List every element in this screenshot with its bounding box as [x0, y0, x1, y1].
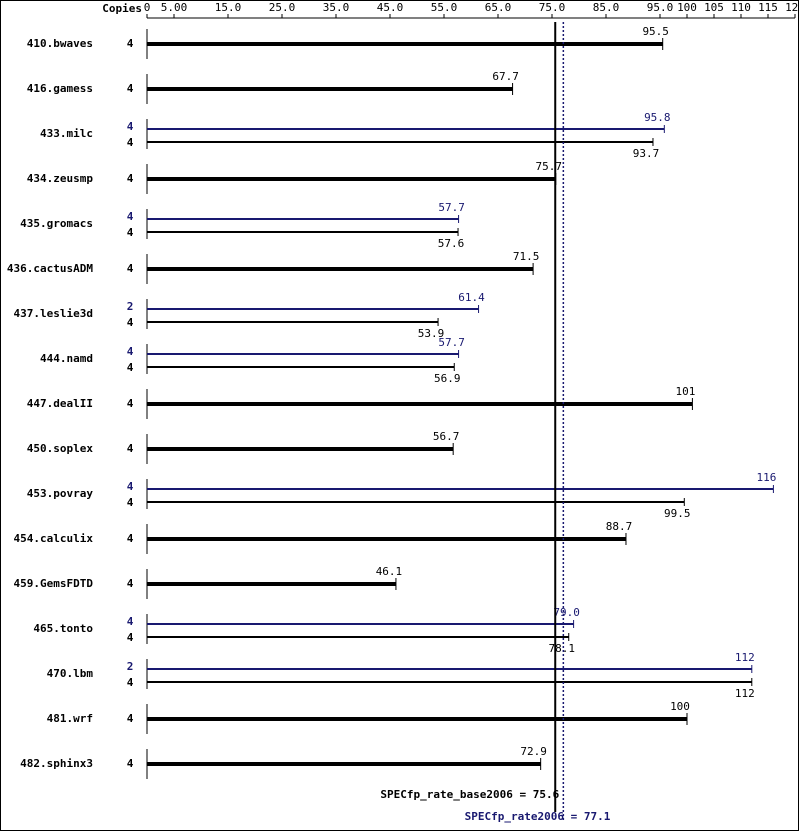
copies-label: 4	[127, 631, 134, 644]
copies-label: 4	[127, 316, 134, 329]
benchmark-label: 450.soplex	[27, 442, 94, 455]
value-label: 61.4	[458, 291, 485, 304]
benchmark-label: 437.leslie3d	[14, 307, 93, 320]
x-tick-label: 45.0	[377, 1, 404, 14]
x-tick-label: 55.0	[431, 1, 458, 14]
benchmark-label: 416.gamess	[27, 82, 93, 95]
benchmark-label: 482.sphinx3	[20, 757, 93, 770]
value-label: 93.7	[633, 147, 660, 160]
x-tick-label: 25.0	[269, 1, 296, 14]
copies-label: 4	[127, 676, 134, 689]
copies-label: 4	[127, 226, 134, 239]
value-label: 100	[670, 700, 690, 713]
value-label: 99.5	[664, 507, 691, 520]
benchmark-label: 454.calculix	[14, 532, 94, 545]
copies-label: 4	[127, 757, 134, 770]
x-tick-label: 100	[677, 1, 697, 14]
x-tick-label: 105	[704, 1, 724, 14]
x-tick-label: 110	[731, 1, 751, 14]
value-label: 112	[735, 651, 755, 664]
axis-label: Copies	[102, 2, 142, 15]
benchmark-label: 410.bwaves	[27, 37, 93, 50]
x-tick-label: 5.00	[161, 1, 188, 14]
copies-label: 2	[127, 660, 134, 673]
x-tick-label: 35.0	[323, 1, 350, 14]
copies-label: 4	[127, 82, 134, 95]
value-label: 79.0	[553, 606, 580, 619]
x-tick-label: 95.0	[647, 1, 674, 14]
value-label: 75.7	[536, 160, 563, 173]
copies-label: 4	[127, 397, 134, 410]
summary-label: SPECfp_rate2006 = 77.1	[465, 810, 611, 823]
benchmark-label: 465.tonto	[33, 622, 93, 635]
value-label: 78.1	[548, 642, 575, 655]
value-label: 95.8	[644, 111, 671, 124]
benchmark-label: 447.dealII	[27, 397, 93, 410]
x-tick-label: 115	[758, 1, 778, 14]
benchmark-label: 436.cactusADM	[7, 262, 93, 275]
value-label: 57.6	[438, 237, 465, 250]
value-label: 88.7	[606, 520, 633, 533]
x-tick-label: 75.0	[539, 1, 566, 14]
value-label: 56.7	[433, 430, 460, 443]
value-label: 116	[756, 471, 776, 484]
x-tick-label: 15.0	[215, 1, 242, 14]
copies-label: 4	[127, 480, 134, 493]
copies-label: 4	[127, 120, 134, 133]
copies-label: 4	[127, 136, 134, 149]
benchmark-label: 434.zeusmp	[27, 172, 94, 185]
benchmark-label: 444.namd	[40, 352, 93, 365]
copies-label: 4	[127, 345, 134, 358]
copies-label: 4	[127, 210, 134, 223]
x-tick-label: 120	[785, 1, 799, 14]
value-label: 57.7	[438, 201, 465, 214]
value-label: 56.9	[434, 372, 461, 385]
benchmark-label: 453.povray	[27, 487, 94, 500]
benchmark-label: 435.gromacs	[20, 217, 93, 230]
value-label: 67.7	[492, 70, 519, 83]
x-tick-label: 0	[144, 1, 151, 14]
benchmark-label: 470.lbm	[47, 667, 94, 680]
x-tick-label: 85.0	[593, 1, 620, 14]
copies-label: 4	[127, 532, 134, 545]
copies-label: 4	[127, 262, 134, 275]
value-label: 95.5	[642, 25, 669, 38]
value-label: 53.9	[418, 327, 445, 340]
value-label: 46.1	[376, 565, 403, 578]
copies-label: 4	[127, 577, 134, 590]
copies-label: 2	[127, 300, 134, 313]
benchmark-label: 433.milc	[40, 127, 93, 140]
copies-label: 4	[127, 442, 134, 455]
copies-label: 4	[127, 172, 134, 185]
value-label: 112	[735, 687, 755, 700]
value-label: 57.7	[438, 336, 465, 349]
value-label: 72.9	[520, 745, 547, 758]
x-tick-label: 65.0	[485, 1, 512, 14]
benchmark-label: 459.GemsFDTD	[14, 577, 94, 590]
copies-label: 4	[127, 361, 134, 374]
copies-label: 4	[127, 496, 134, 509]
copies-label: 4	[127, 37, 134, 50]
copies-label: 4	[127, 712, 134, 725]
copies-label: 4	[127, 615, 134, 628]
benchmark-label: 481.wrf	[47, 712, 93, 725]
summary-label: SPECfp_rate_base2006 = 75.6	[380, 788, 559, 801]
value-label: 101	[675, 385, 695, 398]
value-label: 71.5	[513, 250, 540, 263]
